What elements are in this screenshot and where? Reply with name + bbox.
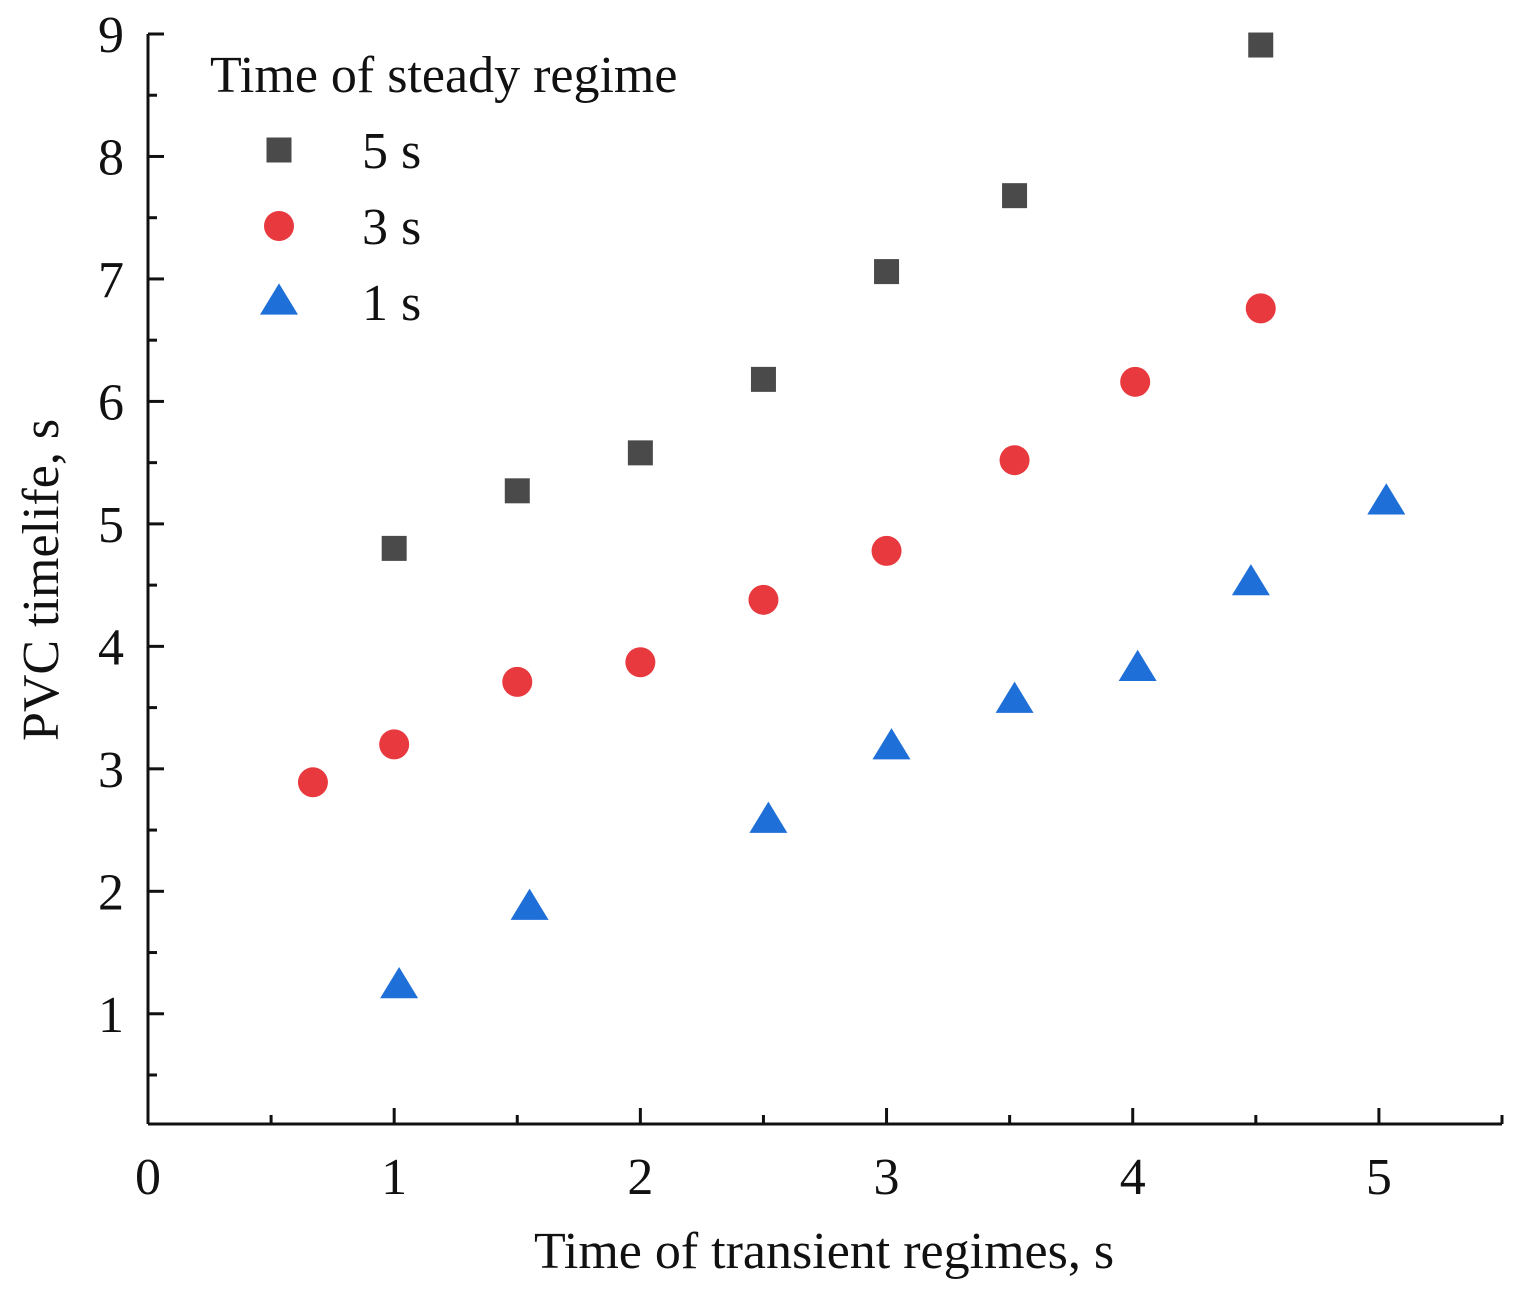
x-tick-label: 0 bbox=[135, 1149, 161, 1206]
data-point-square bbox=[874, 259, 900, 285]
x-tick-label: 4 bbox=[1120, 1149, 1146, 1206]
legend-marker-circle bbox=[264, 211, 294, 241]
data-point-square bbox=[750, 366, 776, 392]
x-tick-label: 1 bbox=[381, 1149, 407, 1206]
data-point-triangle bbox=[1231, 564, 1270, 596]
x-tick-label: 2 bbox=[627, 1149, 653, 1206]
ticks: 0 1 2 3 4 5 1 2 3 4 5 6 7 8 9 bbox=[98, 7, 1504, 1206]
legend-marker-triangle bbox=[260, 283, 298, 315]
legend-entry: 5 s bbox=[266, 123, 421, 180]
data-point-circle bbox=[625, 647, 656, 678]
y-tick-label: 8 bbox=[98, 129, 124, 186]
y-tick-label: 3 bbox=[98, 742, 124, 799]
data-point-circle bbox=[999, 445, 1030, 476]
x-axis-title: Time of transient regimes, s bbox=[534, 1223, 1114, 1280]
axes bbox=[146, 34, 1502, 1126]
data-point-circle bbox=[379, 729, 410, 760]
y-tick-label: 9 bbox=[98, 7, 124, 64]
data-point-circle bbox=[297, 767, 328, 798]
data-point-circle bbox=[871, 535, 902, 566]
series-triangle bbox=[380, 483, 1406, 999]
data-point-circle bbox=[748, 584, 779, 615]
legend-entry: 1 s bbox=[260, 275, 421, 332]
data-point-square bbox=[1248, 32, 1274, 58]
data-point-circle bbox=[1120, 366, 1151, 397]
data-point-square bbox=[627, 440, 653, 466]
y-axis-title: PVC timelife, s bbox=[13, 419, 70, 741]
y-tick-label: 2 bbox=[98, 864, 124, 921]
legend: Time of steady regime 5 s 3 s 1 s bbox=[210, 47, 677, 332]
series-circle bbox=[297, 293, 1276, 798]
legend-marker-square bbox=[266, 137, 292, 163]
legend-entry: 3 s bbox=[264, 199, 421, 256]
y-tick-label: 7 bbox=[98, 252, 124, 309]
data-point-triangle bbox=[995, 681, 1034, 713]
data-point-circle bbox=[1245, 293, 1276, 324]
legend-label: 1 s bbox=[362, 275, 421, 332]
y-tick-label: 5 bbox=[98, 497, 124, 554]
series-square bbox=[381, 32, 1274, 561]
data-point-triangle bbox=[1118, 649, 1157, 682]
x-tick-label: 5 bbox=[1366, 1149, 1392, 1206]
data-point-square bbox=[1002, 183, 1028, 209]
data-points bbox=[297, 32, 1406, 999]
data-point-triangle bbox=[380, 967, 419, 999]
data-point-triangle bbox=[1367, 483, 1406, 515]
data-point-triangle bbox=[749, 801, 788, 833]
data-point-triangle bbox=[510, 888, 549, 920]
legend-title: Time of steady regime bbox=[210, 47, 677, 104]
legend-label: 5 s bbox=[362, 123, 421, 180]
data-point-square bbox=[504, 478, 530, 504]
data-point-square bbox=[381, 535, 407, 561]
y-tick-label: 4 bbox=[98, 619, 124, 676]
y-tick-label: 6 bbox=[98, 374, 124, 431]
data-point-circle bbox=[502, 666, 533, 697]
x-tick-label: 3 bbox=[874, 1149, 900, 1206]
y-tick-label: 1 bbox=[98, 987, 124, 1044]
data-point-triangle bbox=[872, 728, 911, 760]
legend-label: 3 s bbox=[362, 199, 421, 256]
